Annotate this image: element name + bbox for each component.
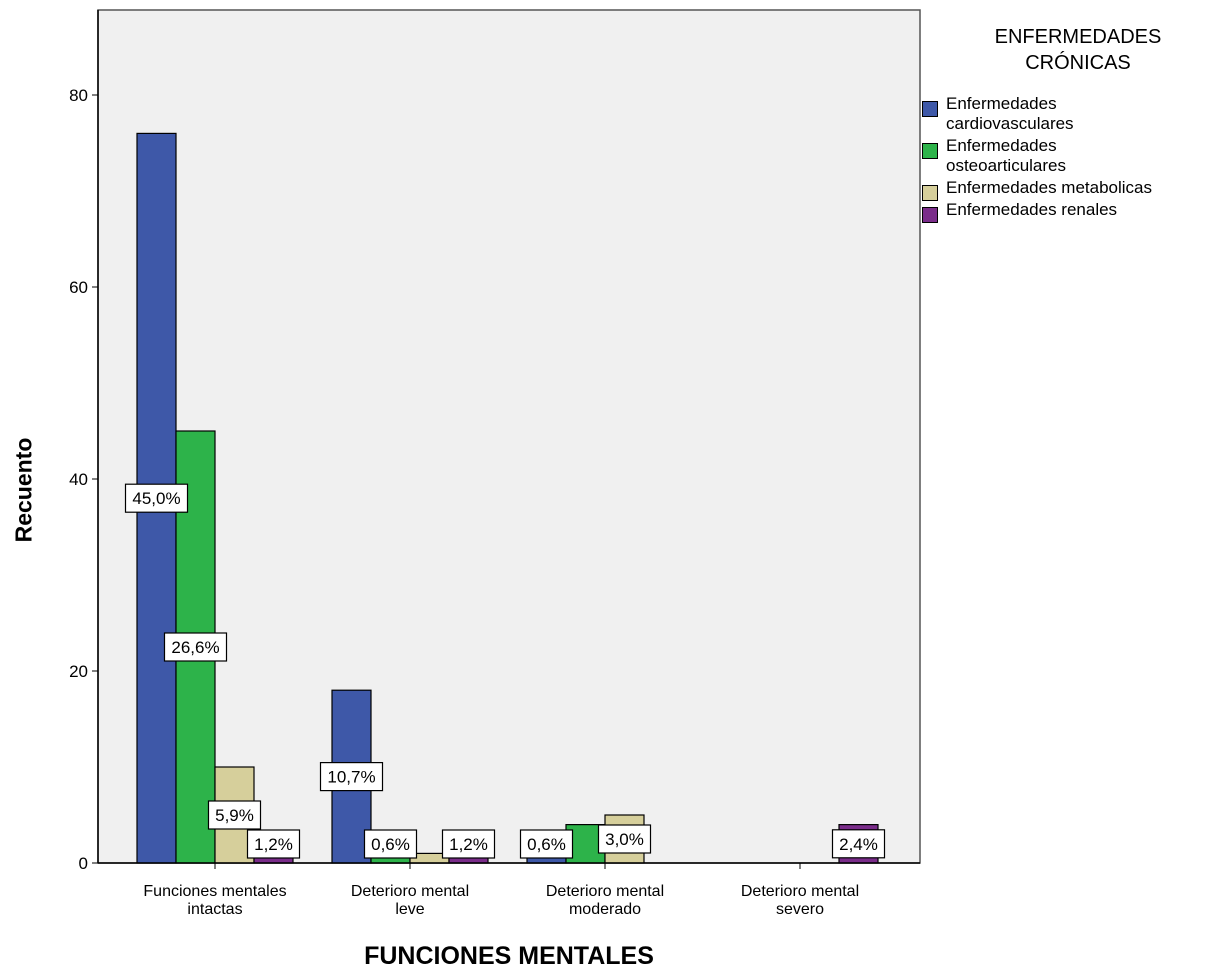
legend-label: osteoarticulares — [946, 156, 1067, 175]
data-label-box — [519, 829, 574, 859]
data-label: 3,0% — [605, 830, 644, 849]
data-label: 5,9% — [215, 806, 254, 825]
data-label: 45,0% — [132, 489, 180, 508]
category-label: Funciones mentales — [143, 883, 286, 900]
legend-title-line-2: CRÓNICAS — [1025, 52, 1131, 74]
legend-label: Enfermedades — [946, 136, 1057, 155]
category-label: leve — [395, 901, 424, 918]
legend-item: Enfermedades renales — [920, 200, 1217, 223]
data-label: 1,2% — [449, 835, 488, 854]
data-label: 0,6% — [371, 835, 410, 854]
data-label-box — [319, 761, 384, 792]
plot-area — [97, 9, 921, 864]
y-tick-label: 0 — [79, 854, 88, 873]
legend-swatch — [922, 143, 938, 159]
data-label-box — [163, 632, 228, 662]
y-tick-label: 80 — [69, 86, 88, 105]
y-tick-label: 40 — [69, 470, 88, 489]
legend-label: Enfermedades metabolicas — [946, 178, 1153, 197]
category-label: moderado — [569, 901, 641, 918]
category-label: intactas — [187, 901, 242, 918]
category-label: severo — [776, 901, 824, 918]
legend-item: Enfermedades osteoarticulares — [920, 136, 1217, 176]
legend-label: cardiovasculares — [946, 114, 1074, 133]
data-label: 26,6% — [171, 638, 219, 657]
legend-label: Enfermedades — [946, 94, 1057, 113]
data-label: 1,2% — [254, 835, 293, 854]
data-label-box — [207, 800, 262, 830]
legend: Enfermedades cardiovasculares Enfermedades… — [920, 94, 1217, 223]
data-label-box — [246, 829, 301, 859]
data-label-box — [124, 483, 189, 513]
y-axis-title-text: Recuento — [10, 437, 37, 543]
legend-title: ENFERMEDADES CRÓNICAS — [950, 24, 1206, 76]
legend-item: Enfermedades metabolicas — [920, 178, 1217, 201]
data-label-box — [597, 824, 652, 854]
data-label-box — [441, 829, 496, 859]
category-label: Deterioro mental — [546, 883, 664, 900]
data-label-box — [831, 829, 886, 859]
category-label: Deterioro mental — [351, 883, 469, 900]
x-axis-title: FUNCIONES MENTALES — [364, 942, 654, 970]
legend-swatch — [922, 185, 938, 201]
legend-swatch — [922, 207, 938, 223]
y-tick-label: 60 — [69, 278, 88, 297]
legend-label: Enfermedades renales — [946, 200, 1118, 219]
data-label-box — [363, 829, 418, 859]
data-label: 2,4% — [839, 835, 878, 854]
y-tick-label: 20 — [69, 662, 88, 681]
data-label: 0,6% — [527, 835, 566, 854]
legend-title-line-1: ENFERMEDADES — [994, 26, 1162, 48]
legend-item: Enfermedades cardiovasculares — [920, 94, 1217, 134]
data-label: 10,7% — [327, 768, 375, 787]
category-label: Deterioro mental — [741, 883, 859, 900]
legend-swatch — [922, 101, 938, 117]
y-axis-title: Recuento — [6, 330, 42, 650]
